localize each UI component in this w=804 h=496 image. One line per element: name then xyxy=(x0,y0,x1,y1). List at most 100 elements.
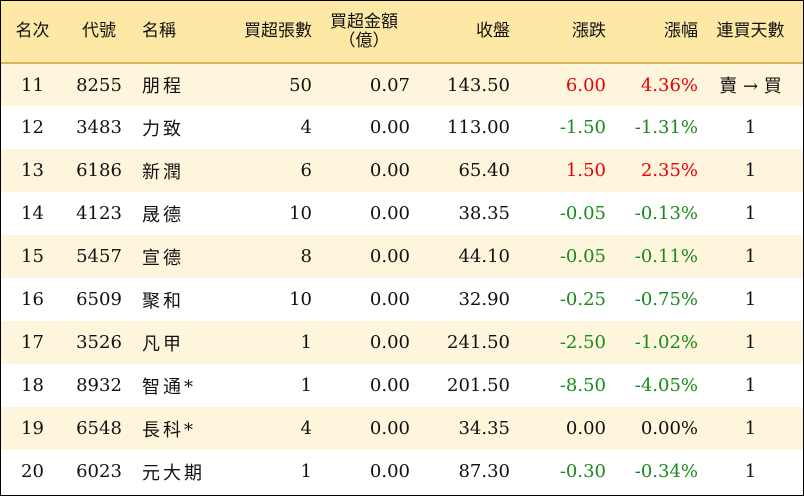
header-change-pct: 漲幅 xyxy=(606,1,698,64)
cell-net-buy-lots: 1 xyxy=(300,375,312,396)
cell-net-buy-lots: 4 xyxy=(300,117,312,138)
cell-close: 113.00 xyxy=(447,117,510,138)
header-change: 漲跌 xyxy=(510,1,606,64)
table-row: 15 5457 宣德 8 0.00 44.10 -0.05 -0.11% 1 xyxy=(1,235,803,278)
cell-net-buy-lots: 6 xyxy=(300,160,312,181)
cell-consecutive-days: 1 xyxy=(744,117,757,138)
cell-change-pct: -0.34% xyxy=(634,461,698,482)
cell-change: 1.50 xyxy=(565,160,606,181)
header-code: 代號 xyxy=(64,1,134,64)
cell-net-buy-lots: 50 xyxy=(289,74,312,96)
cell-net-buy-amount: 0.00 xyxy=(369,289,410,310)
cell-change: -2.50 xyxy=(559,332,606,353)
cell-net-buy-amount: 0.00 xyxy=(369,246,410,267)
cell-name: 朋程 xyxy=(142,76,184,97)
cell-net-buy-amount: 0.00 xyxy=(369,117,410,138)
cell-code: 3526 xyxy=(76,332,122,353)
cell-close: 65.40 xyxy=(458,160,510,181)
cell-change: -8.50 xyxy=(559,375,606,396)
cell-change-pct: 2.35% xyxy=(640,160,698,181)
table-row: 13 6186 新潤 6 0.00 65.40 1.50 2.35% 1 xyxy=(1,149,803,192)
cell-change-pct: -0.11% xyxy=(634,246,698,267)
cell-consecutive-days: 1 xyxy=(744,461,757,482)
cell-name: 長科* xyxy=(142,419,196,441)
header-net-buy-lots: 買超張數 xyxy=(214,1,312,64)
cell-consecutive-days: 1 xyxy=(744,246,757,267)
cell-close: 143.50 xyxy=(447,74,510,96)
cell-change: 6.00 xyxy=(565,74,606,96)
table-row: 17 3526 凡甲 1 0.00 241.50 -2.50 -1.02% 1 xyxy=(1,321,803,364)
cell-code: 6023 xyxy=(76,461,122,482)
cell-consecutive-days: 1 xyxy=(744,332,757,353)
cell-code: 6186 xyxy=(76,160,122,181)
cell-net-buy-amount: 0.00 xyxy=(369,203,410,224)
cell-change-pct: 0.00% xyxy=(640,418,698,439)
table-row: 20 6023 元大期 1 0.00 87.30 -0.30 -0.34% 1 xyxy=(1,450,803,493)
cell-rank: 20 xyxy=(21,461,44,482)
cell-code: 6548 xyxy=(76,418,122,439)
cell-name: 晟德 xyxy=(142,204,184,226)
cell-name: 聚和 xyxy=(142,290,184,312)
cell-change: -0.05 xyxy=(559,203,606,224)
cell-close: 87.30 xyxy=(458,461,510,482)
cell-net-buy-lots: 1 xyxy=(300,332,312,353)
cell-name: 智通* xyxy=(142,376,196,398)
table-header-row: 名次 代號 名稱 買超張數 買超金額 （億） 收盤 漲跌 漲幅 連買天數 xyxy=(1,1,803,64)
cell-name: 元大期 xyxy=(142,462,205,484)
cell-change-pct: -0.75% xyxy=(634,289,698,310)
cell-rank: 12 xyxy=(21,117,44,138)
header-net-buy-amount: 買超金額 （億） xyxy=(312,1,416,64)
cell-close: 34.35 xyxy=(458,418,510,439)
cell-rank: 16 xyxy=(21,289,44,310)
cell-change-pct: -1.31% xyxy=(634,117,698,138)
cell-close: 44.10 xyxy=(458,246,510,267)
cell-rank: 17 xyxy=(21,332,44,353)
cell-code: 5457 xyxy=(76,246,122,267)
cell-net-buy-amount: 0.07 xyxy=(369,74,410,96)
header-net-buy-amount-line2: （億） xyxy=(338,30,390,51)
cell-code: 6509 xyxy=(76,289,122,310)
header-close: 收盤 xyxy=(416,1,510,64)
header-name: 名稱 xyxy=(134,1,214,64)
cell-name: 新潤 xyxy=(142,161,184,183)
cell-close: 241.50 xyxy=(447,332,510,353)
cell-net-buy-lots: 1 xyxy=(300,461,312,482)
cell-close: 38.35 xyxy=(458,203,510,224)
header-consecutive-days: 連買天數 xyxy=(698,1,803,64)
cell-change-pct: -4.05% xyxy=(634,375,698,396)
cell-name: 凡甲 xyxy=(142,333,184,355)
cell-code: 3483 xyxy=(76,117,122,138)
table-row: 16 6509 聚和 10 0.00 32.90 -0.25 -0.75% 1 xyxy=(1,278,803,321)
cell-rank: 15 xyxy=(21,246,44,267)
cell-code: 4123 xyxy=(76,203,122,224)
cell-change-pct: -0.13% xyxy=(634,203,698,224)
table-row: 18 8932 智通* 1 0.00 201.50 -8.50 -4.05% 1 xyxy=(1,364,803,407)
cell-change-pct: 4.36% xyxy=(640,74,698,96)
cell-net-buy-amount: 0.00 xyxy=(369,375,410,396)
cell-consecutive-days: 1 xyxy=(744,203,757,224)
cell-rank: 11 xyxy=(21,74,44,96)
cell-name: 宣德 xyxy=(142,247,184,269)
table-row: 11 8255 朋程 50 0.07 143.50 6.00 4.36% 賣 →… xyxy=(1,63,803,106)
cell-net-buy-amount: 0.00 xyxy=(369,160,410,181)
cell-consecutive-days: 1 xyxy=(744,289,757,310)
cell-rank: 13 xyxy=(21,160,44,181)
cell-change: -1.50 xyxy=(559,117,606,138)
header-net-buy-amount-line1: 買超金額 xyxy=(330,11,398,32)
cell-close: 201.50 xyxy=(447,375,510,396)
cell-net-buy-lots: 10 xyxy=(289,203,312,224)
cell-close: 32.90 xyxy=(458,289,510,310)
cell-change: -0.25 xyxy=(559,289,606,310)
cell-consecutive-days: 賣 → 買 xyxy=(719,76,782,97)
cell-code: 8255 xyxy=(76,74,122,96)
cell-consecutive-days: 1 xyxy=(744,160,757,181)
cell-change: 0.00 xyxy=(565,418,606,439)
cell-consecutive-days: 1 xyxy=(744,375,757,396)
cell-code: 8932 xyxy=(76,375,122,396)
cell-rank: 19 xyxy=(21,418,44,439)
cell-change: -0.05 xyxy=(559,246,606,267)
cell-change: -0.30 xyxy=(559,461,606,482)
cell-net-buy-lots: 8 xyxy=(300,246,312,267)
